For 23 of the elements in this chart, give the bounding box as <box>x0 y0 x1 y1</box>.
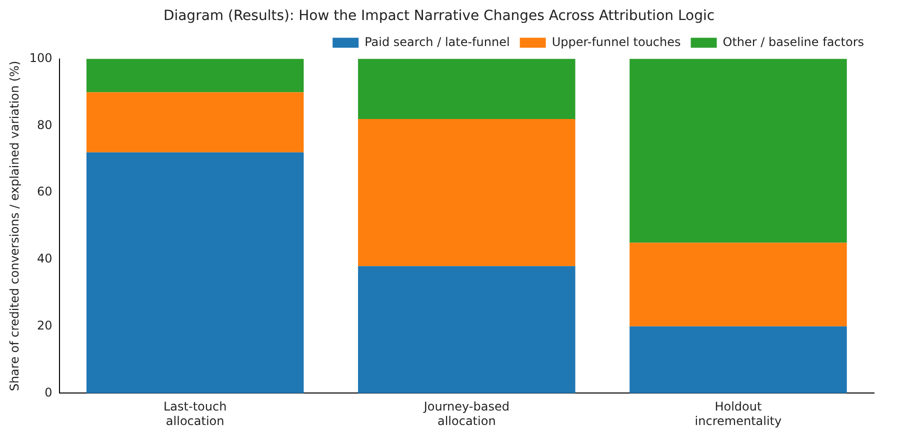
legend-label: Paid search / late-funnel <box>364 34 510 49</box>
chart-title: Diagram (Results): How the Impact Narrative Changes Across Attribution Logic <box>163 8 715 24</box>
x-tick-label: Journey-based allocation <box>422 400 510 428</box>
x-tick-label: Holdout incrementality <box>694 400 782 428</box>
bar <box>630 242 847 326</box>
y-tick-label: 0 <box>44 385 52 400</box>
y-tick-label: 60 <box>37 184 52 199</box>
bar <box>358 58 576 119</box>
y-tick-label: 40 <box>37 252 52 266</box>
y-tick-label: 100 <box>29 50 52 65</box>
x-tick-label: Last-touch allocation <box>163 400 227 428</box>
bar <box>86 92 304 152</box>
bar <box>630 58 847 243</box>
bar <box>358 266 576 394</box>
y-axis-title: Share of credited conversions / explained variation (%) <box>7 60 22 392</box>
legend-label: Other / baseline factors <box>722 34 864 49</box>
bar <box>630 326 847 394</box>
bar <box>86 58 304 92</box>
y-tick-label: 20 <box>37 318 52 332</box>
y-tick-label: 80 <box>37 118 52 132</box>
legend-label: Upper-funnel touches <box>552 34 681 49</box>
bar <box>86 152 304 394</box>
bar <box>358 118 576 266</box>
